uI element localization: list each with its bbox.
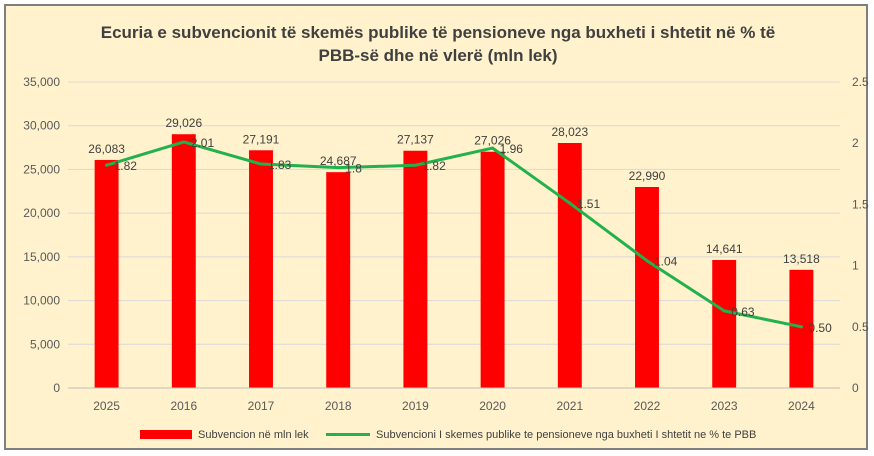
bar: [789, 269, 814, 388]
gridlines: [68, 81, 840, 389]
line-data-label: 2.01: [191, 136, 215, 150]
bar-data-label: 26,083: [88, 142, 125, 156]
line-point: [645, 259, 649, 263]
line-point: [799, 325, 803, 329]
x-axis-tick-label: 2025: [93, 399, 120, 413]
bar: [94, 159, 119, 388]
bar-data-label: 29,026: [165, 116, 202, 130]
right-axis-tick-label: 1: [852, 259, 859, 273]
line-point: [259, 162, 263, 166]
left-axis-tick-label: 10,000: [23, 294, 60, 308]
bar: [326, 172, 351, 388]
left-axis-tick-label: 0: [53, 381, 60, 395]
line-point: [722, 309, 726, 313]
legend-bar-label: Subvencion në mln lek: [198, 429, 309, 441]
left-axis-tick-label: 30,000: [23, 119, 60, 133]
bar-data-label: 13,518: [783, 252, 820, 266]
x-axis-tick-label: 2016: [170, 399, 197, 413]
line-series: 1.82 2.01 1.83 1.8 1.82 1.96 1.51 1.04 0.63 0.50: [105, 136, 832, 335]
x-axis-tick-label: 2019: [402, 399, 429, 413]
line-data-label: 1.51: [577, 197, 601, 211]
right-axis-tick-label: 0.5: [852, 320, 869, 334]
legend-bar-swatch: [140, 430, 192, 439]
x-axis-tick-label: 2021: [556, 399, 583, 413]
line-data-label: 1.82: [422, 159, 446, 173]
bar-data-label: 27,191: [243, 132, 280, 146]
line-data-label: 0.50: [808, 321, 832, 335]
x-axis: 2025 2016 2017 2018 2019 2020 2021 2022 2023 2024: [68, 387, 840, 413]
left-axis-tick-label: 5,000: [30, 337, 60, 351]
bar-data-label: 28,023: [551, 125, 588, 139]
chart-svg: Ecuria e subvencionit të skemës publike …: [23, 23, 869, 441]
legend-line-label: Subvencioni I skemes publike te pensione…: [376, 429, 756, 441]
left-axis-tick-label: 25,000: [23, 162, 60, 176]
x-axis-tick-label: 2024: [788, 399, 815, 413]
left-axis-tick-label: 20,000: [23, 206, 60, 220]
line-data-label: 1.8: [345, 162, 362, 176]
bar: [171, 134, 196, 388]
legend: Subvencion në mln lek Subvencioni I skem…: [140, 429, 756, 441]
line-point: [491, 146, 495, 150]
line-point: [182, 140, 186, 144]
bar-data-label: 22,990: [629, 169, 666, 183]
line-data-label: 1.04: [654, 255, 678, 269]
line-series-path: [105, 140, 803, 329]
bar: [635, 187, 659, 388]
chart-container: Ecuria e subvencionit të skemës publike …: [4, 4, 869, 450]
line-data-label: 1.82: [114, 159, 138, 173]
chart-title-line-1: Ecuria e subvencionit të skemës publike …: [101, 23, 776, 42]
bar-data-label: 27,026: [474, 134, 511, 148]
left-axis: 0 5,000 10,000 15,000 20,000 25,000 30,000 35,0…: [23, 75, 60, 395]
right-axis-tick-label: 2.5: [852, 75, 869, 89]
line-point: [568, 201, 572, 205]
line-data-label: 1.83: [268, 158, 292, 172]
right-axis: 0 0.5 1 1.5 2 2.5: [852, 75, 869, 395]
bar-data-label: 27,137: [397, 133, 434, 147]
x-axis-tick-label: 2018: [325, 399, 352, 413]
bar: [712, 259, 737, 388]
x-axis-tick-label: 2022: [634, 399, 661, 413]
left-axis-tick-label: 35,000: [23, 75, 60, 89]
bar: [403, 150, 428, 388]
right-axis-tick-label: 0: [852, 381, 859, 395]
line-point: [413, 163, 417, 167]
line-data-label: 1.96: [500, 142, 524, 156]
line-point: [105, 163, 109, 167]
left-axis-tick-label: 15,000: [23, 250, 60, 264]
chart-title-line-2: PBB-së dhe në vlerë (mln lek): [318, 46, 557, 65]
bar: [249, 150, 273, 388]
line-point: [336, 166, 340, 170]
bar: [557, 142, 582, 388]
x-axis-tick-label: 2017: [248, 399, 275, 413]
bar: [480, 151, 505, 388]
x-axis-tick-label: 2023: [711, 399, 738, 413]
bar-data-label: 24,687: [320, 154, 357, 168]
line-data-label: 0.63: [731, 305, 755, 319]
x-axis-tick-label: 2020: [479, 399, 506, 413]
right-axis-tick-label: 2: [852, 136, 859, 150]
bar-series: 26,083 29,026 27,191 24,687 27,137 27,026 28,0…: [88, 116, 820, 388]
right-axis-tick-label: 1.5: [852, 197, 869, 211]
bar-data-label: 14,641: [706, 242, 743, 256]
